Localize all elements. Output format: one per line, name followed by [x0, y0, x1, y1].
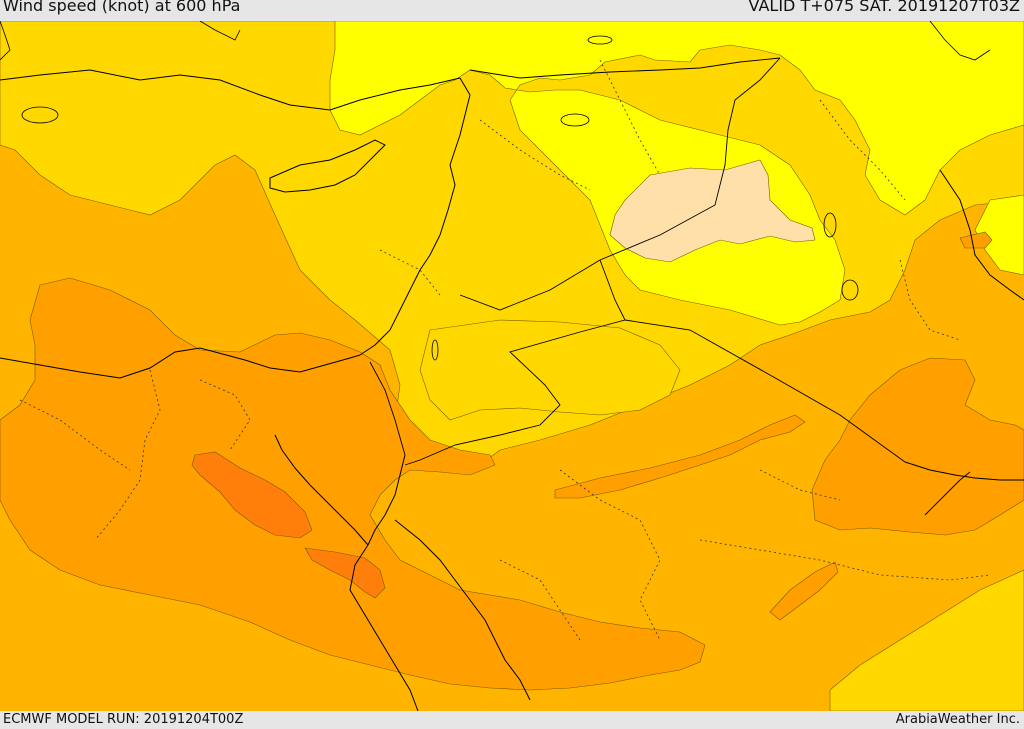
band-high-egypt: [0, 277, 706, 691]
border-iraq-saudi: [624, 319, 906, 463]
lake-van: [560, 113, 590, 127]
band-very-low-iraq: [609, 159, 816, 263]
band-high-iran-pocket: [959, 231, 993, 249]
band-low-northeast: [974, 194, 1024, 276]
band-high-arabia-south: [769, 561, 839, 621]
band-high-gulf: [811, 357, 1024, 536]
caspian-coast: [929, 21, 991, 61]
dead-sea: [431, 339, 439, 361]
gulf-of-suez: [274, 434, 369, 546]
aegean-coast: [0, 21, 11, 61]
band-mid-low-southeast: [829, 569, 1024, 711]
brand-label: ArabiaWeather Inc.: [895, 712, 1020, 727]
map-header: Wind speed (knot) at 600 hPa VALID T+075…: [0, 0, 1024, 21]
wind-speed-map[interactable]: [0, 21, 1024, 711]
map-footer: ECMWF MODEL RUN: 20191204T00Z ArabiaWeat…: [0, 711, 1024, 729]
bahrain-qatar: [841, 279, 859, 301]
egypt-coast: [0, 347, 361, 379]
strait-of-hormuz: [924, 471, 971, 516]
gulf-east-coast: [939, 169, 1024, 301]
map-canvas: [0, 21, 1024, 711]
band-very-high-sinai: [191, 451, 313, 539]
border-syria-iraq: [459, 57, 781, 311]
levant-coast: [359, 77, 471, 356]
kuwait-bay: [823, 212, 837, 238]
admin-boundaries: [19, 59, 991, 641]
model-run: ECMWF MODEL RUN: 20191204T00Z: [3, 712, 244, 727]
crete-coast: [21, 106, 59, 124]
border-egypt-sudan: [369, 361, 406, 456]
band-very-high-redsea: [304, 547, 386, 599]
cyprus-coast: [269, 139, 386, 193]
black-sea-coast: [199, 21, 241, 41]
valid-time: VALID T+075 SAT. 20191207T03Z: [748, 0, 1020, 15]
red-sea-east-coast: [394, 519, 531, 701]
border-jordan-saudi: [404, 259, 626, 466]
gulf-of-aqaba: [367, 454, 406, 546]
band-high-arabia-streak: [554, 414, 806, 499]
border-turkey-syria: [469, 57, 781, 79]
mediterranean-sea: [0, 69, 461, 111]
map-title: Wind speed (knot) at 600 hPa: [3, 0, 241, 15]
red-sea-west-coast: [349, 544, 419, 711]
band-mid-low-jordan: [419, 319, 681, 421]
lake-sevan: [587, 35, 613, 45]
